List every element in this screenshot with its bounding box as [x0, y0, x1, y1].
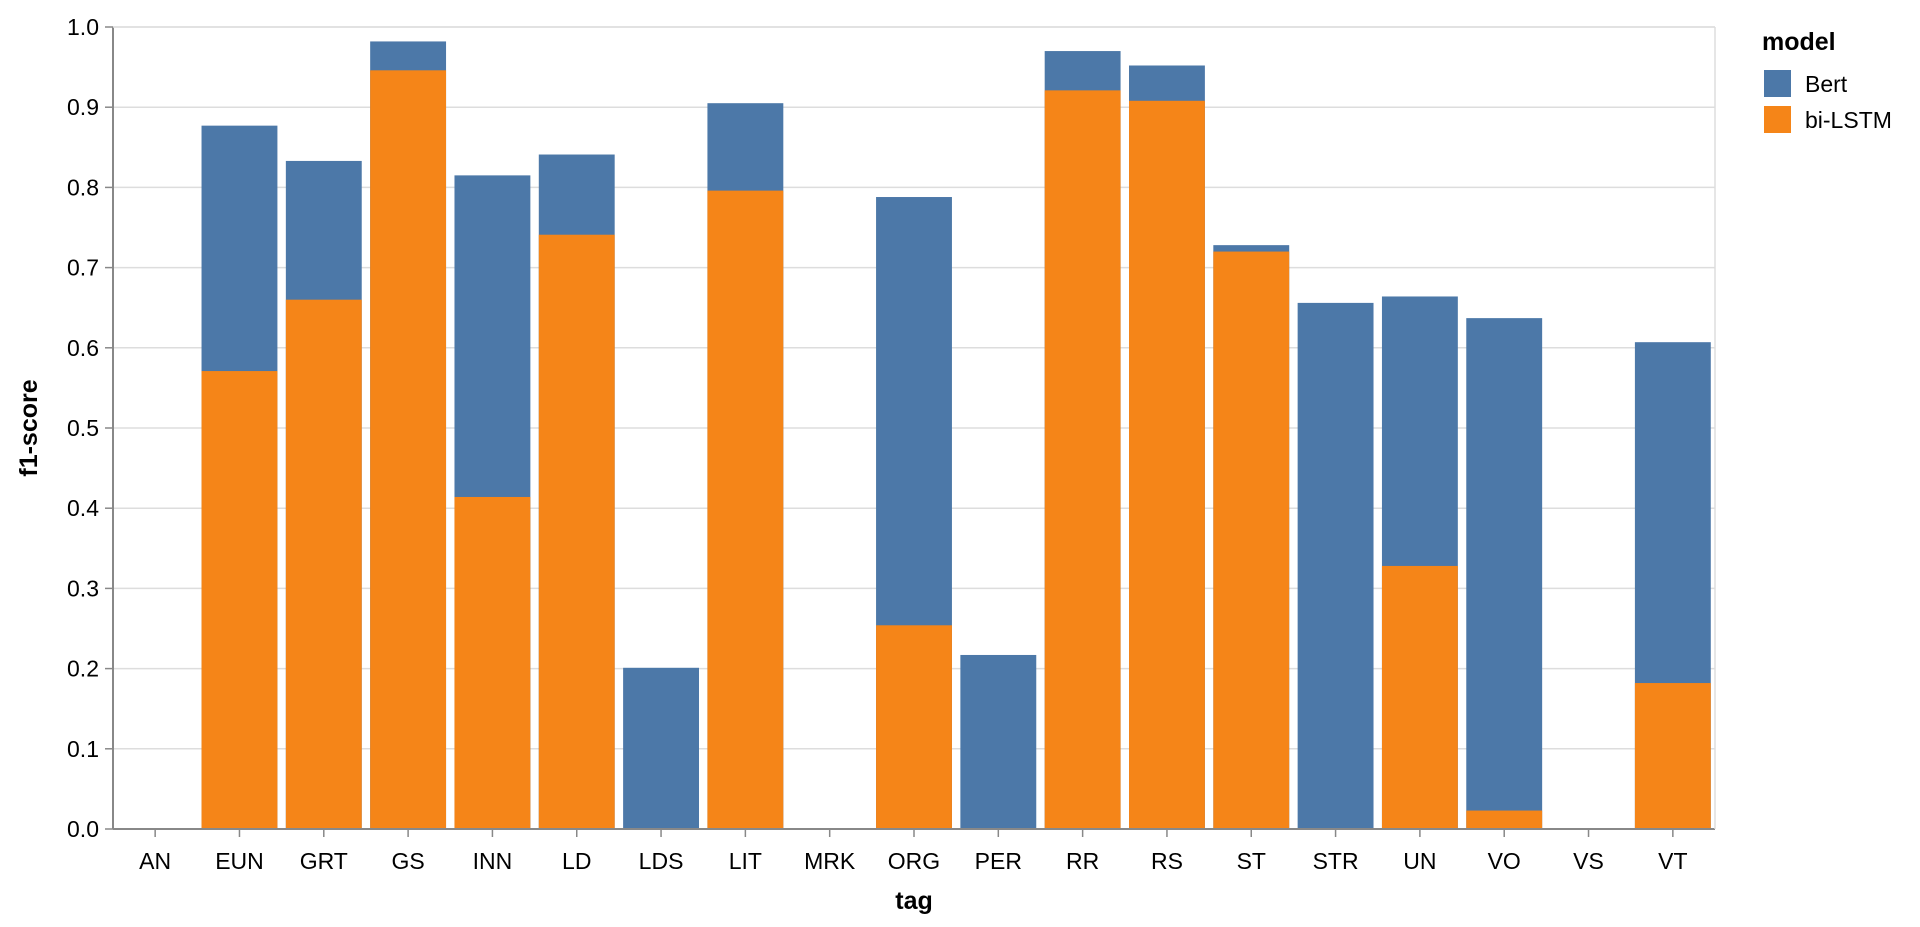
- legend-label-bert: Bert: [1805, 71, 1848, 97]
- bar-bi-lstm-rr: [1044, 90, 1121, 829]
- y-tick-label-0: 0.0: [67, 816, 99, 842]
- y-tick-label-4: 0.4: [67, 495, 99, 521]
- x-axis-title: tag: [895, 887, 933, 915]
- bar-bert-lds: [623, 667, 699, 829]
- bars: [201, 41, 1711, 830]
- x-tick-label-org: ORG: [888, 848, 940, 874]
- bar-bert-str: [1297, 302, 1374, 829]
- x-tick-label-st: ST: [1237, 848, 1266, 874]
- y-tick-label-8: 0.8: [67, 174, 99, 200]
- x-tick-label-per: PER: [975, 848, 1022, 874]
- y-tick-label-2: 0.2: [67, 656, 99, 682]
- y-tick-label-9: 0.9: [67, 94, 99, 120]
- bar-bi-lstm-eun: [201, 371, 278, 829]
- x-tick-label-rs: RS: [1151, 848, 1183, 874]
- x-tick-label-un: UN: [1403, 848, 1436, 874]
- x-tick-label-str: STR: [1313, 848, 1359, 874]
- legend-title: model: [1762, 28, 1836, 56]
- bar-bi-lstm-st: [1213, 251, 1290, 829]
- x-axis-ticks: AN EUN GRT GS INN LD LDS LIT MRK ORG PER RR RS ST STR U…: [139, 829, 1688, 874]
- y-tick-label-1: 0.1: [67, 736, 99, 762]
- legend-swatch-bi-lstm: [1764, 106, 1791, 133]
- x-tick-label-vo: VO: [1488, 848, 1521, 874]
- x-tick-label-vs: VS: [1573, 848, 1604, 874]
- bar-bi-lstm-un: [1381, 565, 1458, 829]
- bar-bi-lstm-vo: [1466, 810, 1543, 829]
- bar-bi-lstm-lit: [707, 190, 784, 829]
- y-tick-label-7: 0.7: [67, 255, 99, 281]
- x-tick-label-lds: LDS: [639, 848, 684, 874]
- bar-bi-lstm-inn: [454, 496, 531, 829]
- x-tick-label-grt: GRT: [300, 848, 348, 874]
- y-tick-label-10: 1.0: [67, 14, 99, 40]
- bar-bi-lstm-grt: [285, 299, 362, 829]
- y-tick-label-6: 0.6: [67, 335, 99, 361]
- x-tick-label-an: AN: [139, 848, 171, 874]
- x-tick-label-lit: LIT: [729, 848, 762, 874]
- x-tick-label-vt: VT: [1658, 848, 1687, 874]
- x-tick-label-eun: EUN: [215, 848, 264, 874]
- x-tick-label-mrk: MRK: [804, 848, 856, 874]
- bar-bi-lstm-gs: [370, 70, 447, 830]
- x-tick-label-ld: LD: [562, 848, 591, 874]
- legend: model Bert bi-LSTM: [1762, 28, 1892, 133]
- bar-bi-lstm-rs: [1129, 100, 1205, 829]
- y-tick-label-3: 0.3: [67, 575, 99, 601]
- y-tick-label-5: 0.5: [67, 415, 99, 441]
- x-tick-label-rr: RR: [1066, 848, 1099, 874]
- bar-bert-vo: [1466, 318, 1543, 829]
- y-axis-ticks: 0.0 0.1 0.2 0.3 0.4 0.5 0.6 0.7 0.8 0.9 1.0: [67, 14, 113, 842]
- bar-bi-lstm-ld: [538, 234, 615, 829]
- legend-swatch-bert: [1764, 70, 1791, 97]
- y-axis-title: f1-score: [15, 379, 43, 476]
- bar-bert-per: [960, 654, 1037, 829]
- x-tick-label-gs: GS: [391, 848, 424, 874]
- bar-bi-lstm-vt: [1634, 683, 1711, 829]
- legend-label-bi-lstm: bi-LSTM: [1805, 107, 1892, 133]
- x-tick-label-inn: INN: [473, 848, 513, 874]
- bar-bi-lstm-org: [876, 625, 952, 829]
